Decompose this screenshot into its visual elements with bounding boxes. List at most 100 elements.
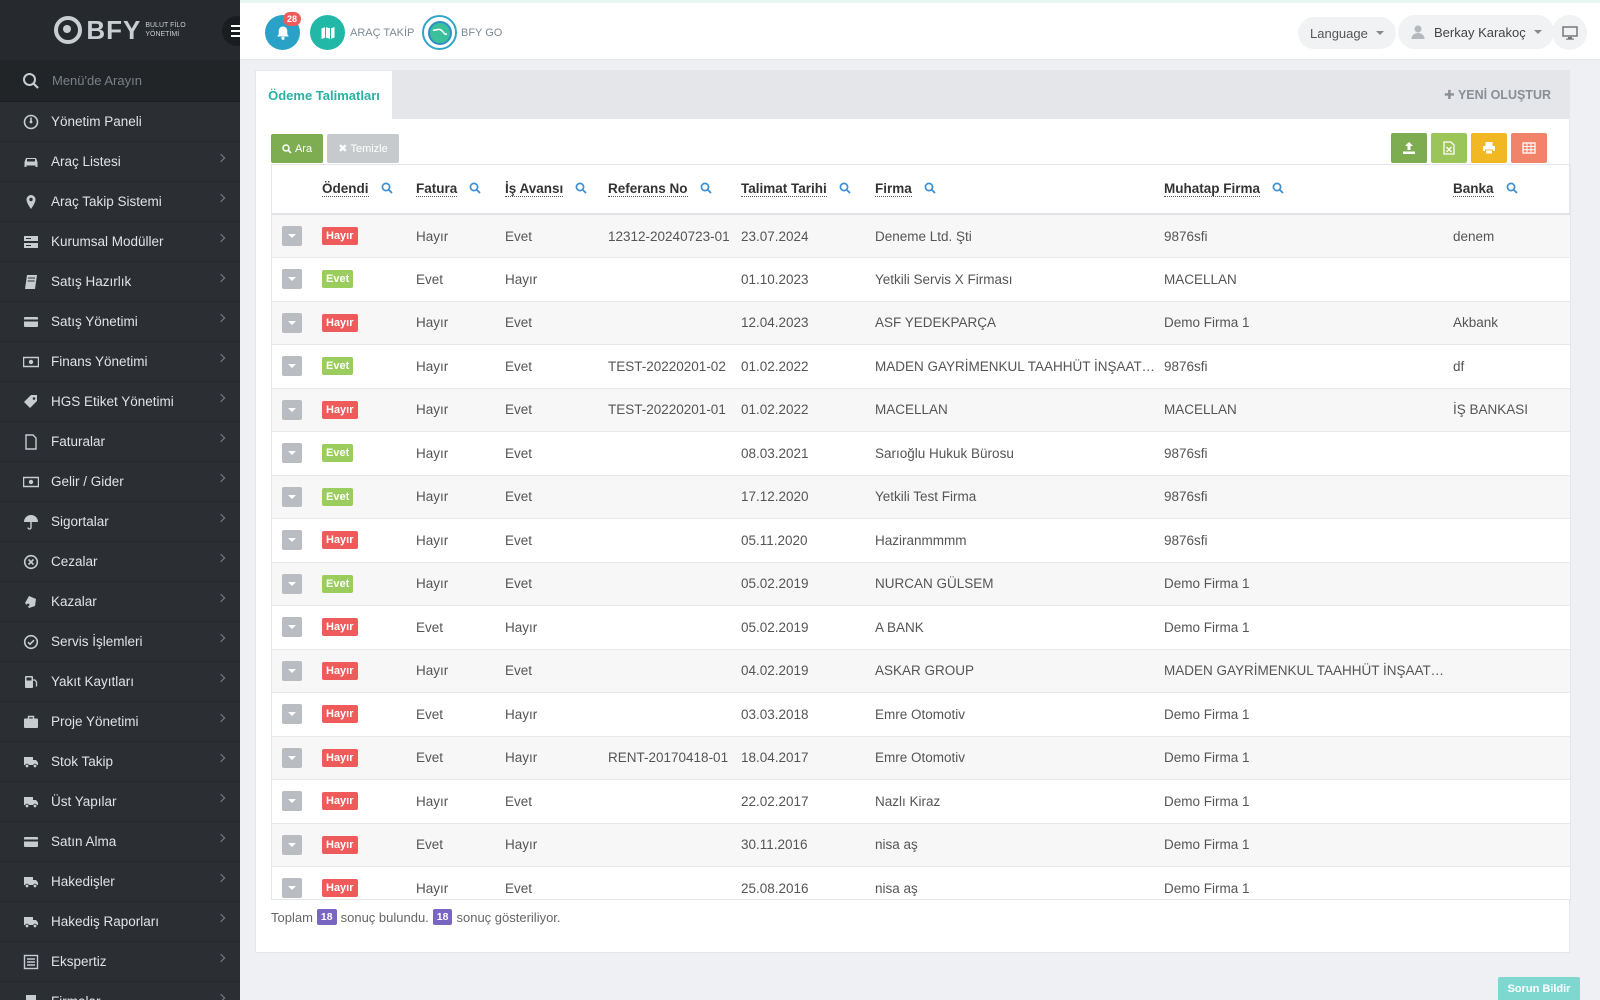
expand-row-button[interactable] <box>282 573 302 594</box>
expand-row-button[interactable] <box>282 791 302 812</box>
money-icon <box>22 473 40 491</box>
sidebar-item[interactable]: Sigortalar <box>0 502 240 542</box>
table-row[interactable]: Hayır Evet Hayır 30.11.2016 nisa aş Demo Firm… <box>272 823 1570 867</box>
print-button[interactable] <box>1471 133 1507 163</box>
search-icon[interactable] <box>839 182 851 197</box>
header-is-avansi[interactable]: İş Avansı <box>499 165 602 215</box>
sidebar-item[interactable]: Cezalar <box>0 542 240 582</box>
search-icon[interactable] <box>1272 182 1284 197</box>
table-row[interactable]: Hayır Evet Hayır 03.03.2018 Emre Otomotiv Dem… <box>272 692 1570 737</box>
table-row[interactable]: Hayır Hayır Evet 25.08.2016 nisa aş Demo Firm… <box>272 866 1570 899</box>
cell-referans <box>602 301 735 345</box>
sidebar-item[interactable]: Servis İşlemleri <box>0 622 240 662</box>
table-row[interactable]: Hayır Evet Hayır RENT-20170418-01 18.04.2017… <box>272 736 1570 780</box>
tab-odeme-talimatlari[interactable]: Ödeme Talimatları <box>256 71 392 119</box>
sidebar-item-label: Proje Yönetimi <box>51 714 139 729</box>
expand-row-button[interactable] <box>282 530 302 551</box>
fullscreen-button[interactable] <box>1552 15 1587 50</box>
sidebar-item[interactable]: Yakıt Kayıtları <box>0 662 240 702</box>
header-odendi[interactable]: Ödendi <box>316 165 410 215</box>
sidebar-item[interactable]: Finans Yönetimi <box>0 342 240 382</box>
arac-takip-button[interactable] <box>310 15 345 50</box>
sidebar-item[interactable]: Satın Alma <box>0 822 240 862</box>
bfy-go-label[interactable]: BFY GO <box>461 27 503 39</box>
credit-card-icon <box>22 313 40 331</box>
expand-row-button[interactable] <box>282 834 302 855</box>
table-row[interactable]: Hayır Hayır Evet 04.02.2019 ASKAR GROUP MADEN… <box>272 649 1570 693</box>
table-row[interactable]: Hayır Hayır Evet 12.04.2023 ASF YEDEKPARÇA De… <box>272 301 1570 345</box>
sidebar-item[interactable]: Hakediş Raporları <box>0 902 240 942</box>
sidebar-item[interactable]: HGS Etiket Yönetimi <box>0 382 240 422</box>
sidebar-item[interactable]: Stok Takip <box>0 742 240 782</box>
expand-row-button[interactable] <box>282 312 302 333</box>
sidebar-item[interactable]: Ekspertiz <box>0 942 240 982</box>
expand-row-button[interactable] <box>282 747 302 768</box>
user-menu[interactable]: Berkay Karakoç <box>1398 15 1554 49</box>
sidebar-item[interactable]: Kurumsal Modüller <box>0 222 240 262</box>
header-banka[interactable]: Banka <box>1447 165 1570 215</box>
table-row[interactable]: Evet Hayır Evet TEST-20220201-02 01.02.2022 M… <box>272 344 1570 389</box>
language-dropdown[interactable]: Language <box>1298 17 1396 49</box>
sidebar-item[interactable]: Gelir / Gider <box>0 462 240 502</box>
table-row[interactable]: Hayır Hayır Evet 22.02.2017 Nazlı Kiraz Demo … <box>272 779 1570 824</box>
excel-export-button[interactable] <box>1431 133 1467 163</box>
table-row[interactable]: Evet Hayır Evet 05.02.2019 NURCAN GÜLSEM Demo… <box>272 562 1570 606</box>
sidebar-item[interactable]: Kazalar <box>0 582 240 622</box>
table-row[interactable]: Hayır Hayır Evet TEST-20220201-01 01.02.2022… <box>272 388 1570 432</box>
table-row[interactable]: Evet Hayır Evet 08.03.2021 Sarıoğlu Hukuk Bü… <box>272 431 1570 476</box>
sidebar-item[interactable]: Satış Hazırlık <box>0 262 240 302</box>
sidebar-item[interactable]: Araç Takip Sistemi <box>0 182 240 222</box>
sidebar-item[interactable]: Hakedişler <box>0 862 240 902</box>
expand-row-button[interactable] <box>282 399 302 420</box>
credit-card-icon <box>22 833 40 851</box>
expand-row-button[interactable] <box>282 269 302 290</box>
header-firma[interactable]: Firma <box>869 165 1158 215</box>
columns-button[interactable] <box>1511 133 1547 163</box>
expand-row-button[interactable] <box>282 486 302 507</box>
table-row[interactable]: Evet Evet Hayır 01.10.2023 Yetkili Servis X … <box>272 257 1570 302</box>
search-icon[interactable] <box>575 182 587 197</box>
sidebar-item[interactable]: Proje Yönetimi <box>0 702 240 742</box>
paid-status-badge: Hayır <box>322 748 358 767</box>
search-button[interactable]: Ara <box>271 134 323 163</box>
search-icon[interactable] <box>1506 182 1518 197</box>
user-name: Berkay Karakoç <box>1434 24 1526 40</box>
create-new-button[interactable]: ✚ YENİ OLUŞTUR <box>1444 87 1551 102</box>
search-icon[interactable] <box>700 182 712 197</box>
expand-row-button[interactable] <box>282 704 302 725</box>
hamburger-menu-icon[interactable] <box>222 16 240 46</box>
expand-row-button[interactable] <box>282 356 302 377</box>
search-icon[interactable] <box>381 182 393 197</box>
sidebar-item[interactable]: Faturalar <box>0 422 240 462</box>
bfy-logo[interactable]: BFY BULUT FİLO YÖNETİMİ <box>54 15 186 46</box>
sidebar-item[interactable]: Araç Listesi <box>0 142 240 182</box>
expand-row-button[interactable] <box>282 878 302 899</box>
table-row[interactable]: Hayır Hayır Evet 12312-20240723-01 23.07.202… <box>272 214 1570 258</box>
expand-row-button[interactable] <box>282 226 302 246</box>
upload-button[interactable] <box>1391 133 1427 163</box>
search-icon[interactable] <box>469 182 481 197</box>
sidebar-item[interactable]: Üst Yapılar <box>0 782 240 822</box>
table-row[interactable]: Hayır Hayır Evet 05.11.2020 Haziranmmmm 9876s… <box>272 518 1570 563</box>
chevron-down-icon <box>288 886 296 891</box>
table-row[interactable]: Hayır Evet Hayır 05.02.2019 A BANK Demo Firma… <box>272 605 1570 650</box>
sidebar-item[interactable]: Firmalar <box>0 982 240 1000</box>
report-issue-button[interactable]: Sorun Bildir <box>1498 977 1580 1000</box>
header-referans-no[interactable]: Referans No <box>602 165 735 215</box>
header-fatura[interactable]: Fatura <box>410 165 499 215</box>
arac-takip-label[interactable]: ARAÇ TAKİP <box>350 27 415 39</box>
chevron-right-icon <box>216 793 226 803</box>
sidebar-item[interactable]: Yönetim Paneli <box>0 102 240 142</box>
search-icon[interactable] <box>924 182 936 197</box>
table-row[interactable]: Evet Hayır Evet 17.12.2020 Yetkili Test Firm… <box>272 475 1570 519</box>
cell-muhatap: Demo Firma 1 <box>1158 562 1447 606</box>
header-muhatap-firma[interactable]: Muhatap Firma <box>1158 165 1447 215</box>
clear-button[interactable]: ✖ Temizle <box>327 134 399 163</box>
bfy-go-button[interactable] <box>422 15 457 50</box>
expand-row-button[interactable] <box>282 660 302 681</box>
header-talimat-tarihi[interactable]: Talimat Tarihi <box>735 165 869 215</box>
expand-row-button[interactable] <box>282 443 302 464</box>
sidebar-item[interactable]: Satış Yönetimi <box>0 302 240 342</box>
menu-search[interactable]: Menü'de Arayın <box>0 60 240 102</box>
expand-row-button[interactable] <box>282 617 302 638</box>
